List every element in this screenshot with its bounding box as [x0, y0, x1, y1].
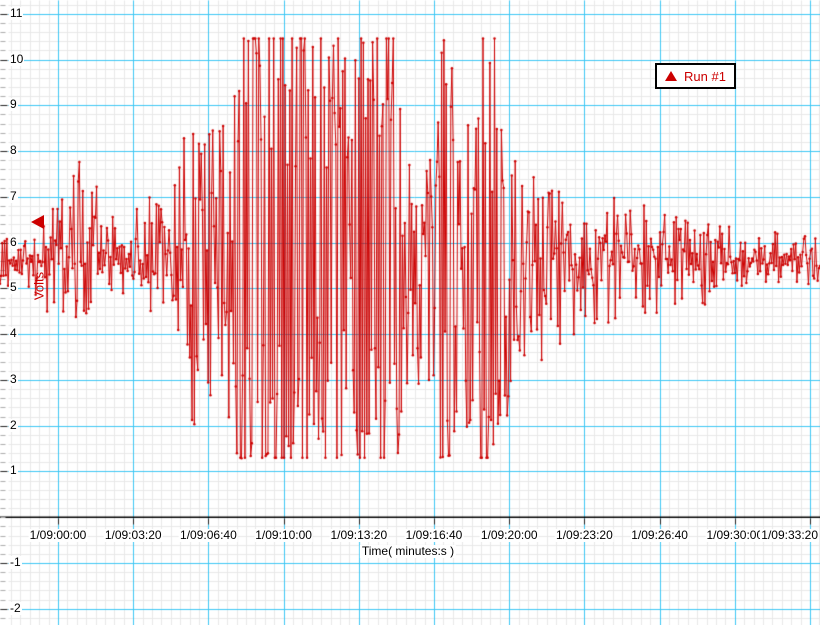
legend-triangle-icon [665, 71, 677, 81]
y-tick-label: 1 [9, 463, 18, 478]
x-tick-label: 1/09:16:40 [404, 528, 464, 542]
legend-series-label: Run #1 [684, 68, 726, 84]
y-tick-label: 7 [9, 188, 18, 203]
x-tick-label: 1/09:30:00 [705, 528, 765, 542]
x-tick-label: 1/09:26:40 [630, 528, 689, 542]
x-axis-title: Time( minutes:s ) [359, 544, 457, 558]
y-tick-label: 6 [9, 234, 18, 249]
x-tick-label: 1/09:20:00 [479, 528, 539, 542]
y-tick-label: 9 [9, 97, 18, 112]
x-tick-label: 1/09:06:40 [179, 528, 238, 542]
y-tick-label: 8 [9, 143, 18, 158]
x-tick-label: 1/09:00:00 [28, 528, 88, 542]
y-tick-label: 2 [9, 417, 18, 432]
y-tick-label: 3 [9, 371, 18, 386]
y-tick-label: 11 [9, 5, 24, 20]
y-tick-label: -1 [9, 554, 22, 569]
x-tick-label: 1/09:23:20 [555, 528, 614, 542]
legend[interactable]: Run #1 [655, 63, 736, 89]
channel-marker-icon[interactable] [31, 214, 44, 229]
y-tick-label: 10 [9, 51, 25, 66]
x-tick-label: 1/09:10:00 [254, 528, 313, 542]
x-tick-label: 1/09:03:20 [103, 528, 163, 542]
y-tick-label: 4 [9, 326, 18, 341]
x-tick-label: 1/09:13:20 [329, 528, 389, 542]
y-tick-label: -2 [9, 600, 22, 615]
y-tick-label: 5 [9, 280, 18, 295]
x-tick-label: 1/09:33:20 [760, 528, 819, 542]
